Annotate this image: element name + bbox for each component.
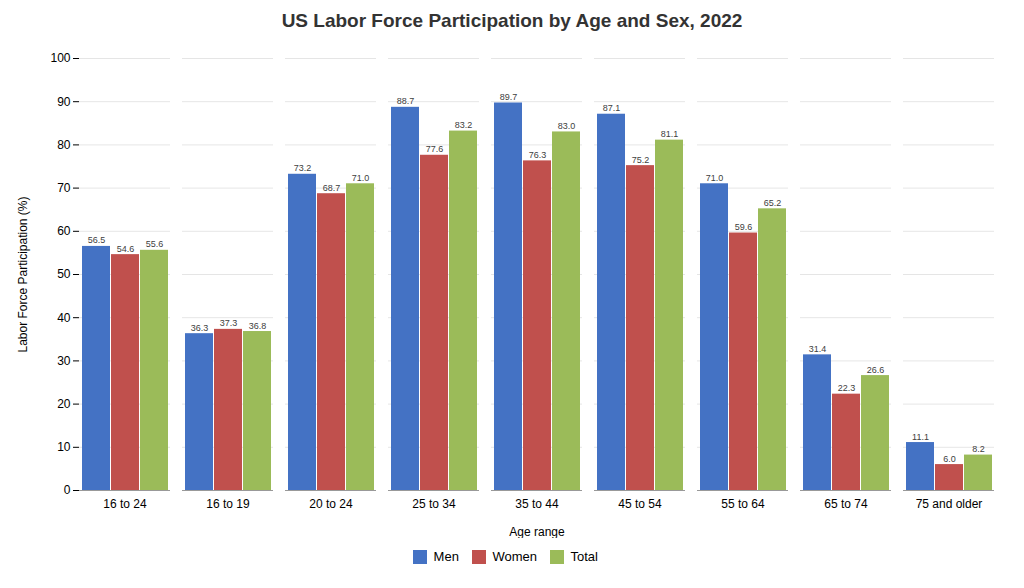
html-text:Total: Total bbox=[570, 549, 598, 564]
svg-text:50: 50 bbox=[57, 267, 71, 281]
svg-text:56.5: 56.5 bbox=[88, 235, 106, 245]
svg-text:100: 100 bbox=[50, 51, 70, 65]
svg-text:71.0: 71.0 bbox=[352, 173, 370, 183]
svg-text:75.2: 75.2 bbox=[632, 155, 650, 165]
svg-text:54.6: 54.6 bbox=[117, 244, 135, 254]
svg-text:76.3: 76.3 bbox=[529, 150, 547, 160]
svg-text:Labor Force Participation (%): Labor Force Participation (%) bbox=[16, 196, 30, 352]
svg-text:71.0: 71.0 bbox=[706, 173, 724, 183]
svg-text:90: 90 bbox=[57, 95, 71, 109]
svg-text:37.3: 37.3 bbox=[220, 318, 238, 328]
svg-text:60: 60 bbox=[57, 224, 71, 238]
svg-text:6.0: 6.0 bbox=[943, 454, 956, 464]
html-text:US Labor Force Participation b: US Labor Force Participation by Age and … bbox=[281, 10, 743, 31]
svg-text:0: 0 bbox=[64, 483, 71, 497]
svg-text:65 to 74: 65 to 74 bbox=[824, 497, 868, 511]
svg-text:77.6: 77.6 bbox=[426, 144, 444, 154]
svg-text:16 to 19: 16 to 19 bbox=[206, 497, 250, 511]
html-text:Men: Men bbox=[433, 549, 459, 564]
svg-text:87.1: 87.1 bbox=[603, 103, 621, 113]
svg-text:55.6: 55.6 bbox=[146, 239, 164, 249]
svg-text:83.0: 83.0 bbox=[558, 121, 576, 131]
svg-text:31.4: 31.4 bbox=[809, 344, 827, 354]
svg-text:36.3: 36.3 bbox=[191, 323, 209, 333]
svg-text:73.2: 73.2 bbox=[294, 163, 312, 173]
svg-text:70: 70 bbox=[57, 181, 71, 195]
svg-text:89.7: 89.7 bbox=[500, 92, 518, 102]
html-text:Women: Women bbox=[492, 549, 537, 564]
svg-text:35 to 44: 35 to 44 bbox=[515, 497, 559, 511]
svg-text:8.2: 8.2 bbox=[972, 444, 985, 454]
svg-text:25 to 34: 25 to 34 bbox=[412, 497, 456, 511]
svg-text:65.2: 65.2 bbox=[764, 198, 782, 208]
svg-text:59.6: 59.6 bbox=[735, 222, 753, 232]
svg-text:20: 20 bbox=[57, 397, 71, 411]
svg-text:16 to 24: 16 to 24 bbox=[103, 497, 147, 511]
svg-text:81.1: 81.1 bbox=[661, 129, 679, 139]
svg-text:55 to 64: 55 to 64 bbox=[721, 497, 765, 511]
svg-text:45 to 54: 45 to 54 bbox=[618, 497, 662, 511]
svg-text:Age range: Age range bbox=[509, 525, 565, 539]
svg-text:40: 40 bbox=[57, 311, 71, 325]
svg-text:10: 10 bbox=[57, 440, 71, 454]
svg-text:36.8: 36.8 bbox=[249, 321, 267, 331]
svg-text:68.7: 68.7 bbox=[323, 183, 341, 193]
svg-text:88.7: 88.7 bbox=[397, 96, 415, 106]
svg-text:11.1: 11.1 bbox=[912, 432, 929, 442]
svg-text:26.6: 26.6 bbox=[867, 365, 885, 375]
svg-text:20 to 24: 20 to 24 bbox=[309, 497, 353, 511]
svg-text:75 and older: 75 and older bbox=[916, 497, 983, 511]
svg-text:22.3: 22.3 bbox=[838, 383, 856, 393]
svg-text:30: 30 bbox=[57, 354, 71, 368]
svg-text:80: 80 bbox=[57, 138, 71, 152]
svg-text:83.2: 83.2 bbox=[455, 120, 473, 130]
